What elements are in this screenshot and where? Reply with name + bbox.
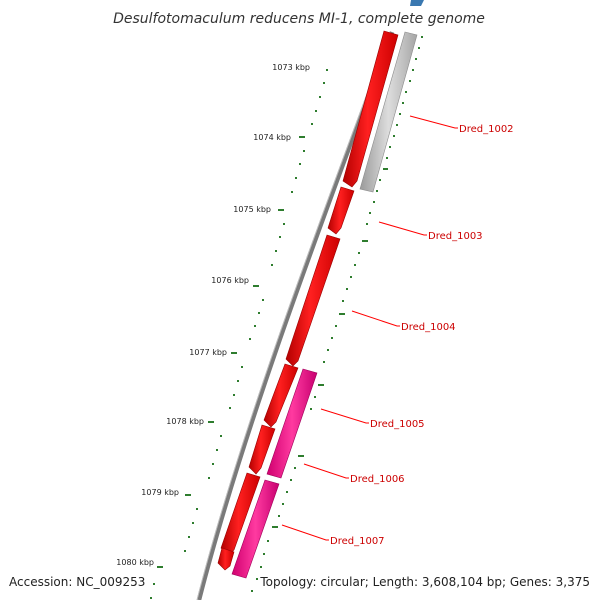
tick-label-1078: 1078 kbp	[166, 417, 204, 426]
gene-label-dred-1003[interactable]: Dred_1003	[428, 231, 483, 242]
gene-dred-1004	[285, 234, 341, 367]
gene-grey	[359, 31, 418, 193]
tick-label-1073: 1073 kbp	[272, 63, 310, 72]
gene-dred-1002	[342, 30, 399, 188]
gene-label-dred-1005[interactable]: Dred_1005	[370, 419, 425, 430]
gene-dred-1006	[248, 424, 276, 475]
gene-dred-1005	[263, 363, 299, 428]
gene-label-dred-1004[interactable]: Dred_1004	[401, 322, 456, 333]
tick-label-1077: 1077 kbp	[189, 348, 227, 357]
tick-label-1079: 1079 kbp	[141, 488, 179, 497]
outer-tick-marks	[251, 36, 423, 592]
map-title: Desulfotomaculum reducens MI-1, complete…	[113, 11, 485, 27]
genome-backbone-highlight	[196, 31, 391, 600]
inner-tick-marks	[150, 69, 328, 599]
gene-pink-1	[266, 368, 318, 479]
accession-text: Accession: NC_009253	[9, 575, 145, 589]
tick-label-1075: 1075 kbp	[233, 205, 271, 214]
gene-red-bottom	[217, 547, 235, 571]
tick-label-1080: 1080 kbp	[116, 558, 154, 567]
gene-pink-2	[231, 479, 280, 579]
gene-label-dred-1006[interactable]: Dred_1006	[350, 474, 405, 485]
gene-label-lines	[281, 115, 458, 541]
gene-dred-1003	[327, 186, 355, 235]
gene-fragment-top	[410, 0, 424, 6]
gene-label-dred-1007[interactable]: Dred_1007	[330, 536, 385, 547]
gene-label-dred-1002[interactable]: Dred_1002	[459, 124, 514, 135]
tick-label-1076: 1076 kbp	[211, 276, 249, 285]
genome-summary-text: Topology: circular; Length: 3,608,104 bp…	[259, 575, 590, 589]
tick-label-1074: 1074 kbp	[253, 133, 291, 142]
